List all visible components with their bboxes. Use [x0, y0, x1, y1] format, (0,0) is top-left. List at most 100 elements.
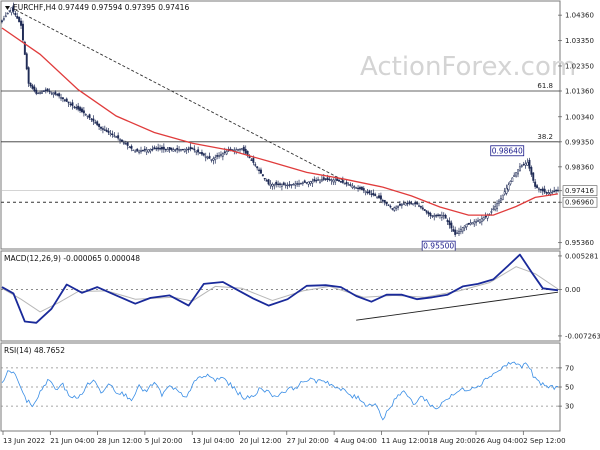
candle-body	[267, 179, 270, 185]
candle-body	[404, 202, 407, 206]
candle-body	[189, 146, 192, 150]
candle-body	[170, 147, 173, 150]
candle-body	[130, 145, 133, 149]
candle-body	[503, 191, 506, 195]
candle-body	[427, 211, 430, 215]
candle-body	[29, 82, 32, 87]
candle-body	[477, 220, 479, 222]
candle-body	[383, 199, 386, 203]
candle-body	[185, 148, 188, 151]
price-tick-label: 0.95360	[565, 239, 594, 247]
candle-body	[143, 148, 146, 151]
candle-body	[336, 178, 339, 181]
time-tick-label: 27 Jul 20:00	[287, 437, 329, 445]
candle-body	[122, 142, 125, 144]
candle-body	[522, 163, 525, 166]
candle-body	[239, 148, 241, 151]
candle-body	[75, 107, 78, 109]
candle-body	[379, 195, 382, 200]
rsi-tick-label: 50	[565, 384, 574, 392]
candle-body	[141, 149, 144, 152]
rsi-line	[1, 361, 559, 421]
candle-body	[23, 41, 26, 55]
candle-body	[355, 187, 358, 189]
candle-body	[378, 195, 380, 198]
candle-body	[73, 106, 76, 108]
time-tick-label: 26 Aug 04:00	[476, 437, 523, 445]
candle-body	[437, 214, 440, 216]
macd-tick-label: 0.005281	[565, 252, 598, 260]
candle-body	[136, 148, 139, 152]
candle-body	[151, 148, 154, 151]
candle-body	[166, 149, 169, 152]
candle-body	[301, 182, 304, 184]
candle-body	[338, 179, 340, 182]
candle-body	[225, 151, 228, 155]
candle-body	[507, 184, 510, 190]
candle-body	[438, 214, 441, 216]
moving-average-line	[1, 27, 559, 216]
price-tag-box	[562, 185, 598, 197]
candle-body	[200, 152, 203, 155]
candle-body	[492, 208, 495, 211]
candle-body	[21, 23, 24, 41]
candle-body	[174, 149, 177, 151]
candle-body	[284, 184, 287, 186]
rsi-line-path	[1, 361, 559, 421]
candle-body	[250, 159, 253, 161]
candle-body	[328, 178, 331, 181]
candle-body	[509, 181, 512, 185]
candle-body	[132, 149, 135, 152]
rsi-tick-label: 30	[565, 403, 574, 411]
candle-body	[50, 92, 53, 94]
candle-body	[172, 149, 175, 152]
candle-body	[532, 172, 535, 181]
candle-body	[168, 147, 171, 150]
candle-body	[191, 147, 194, 150]
candle-body	[324, 178, 327, 180]
candle-body	[381, 200, 384, 202]
price-annotation-label: 0.95500	[423, 242, 454, 251]
candle-body	[92, 118, 95, 122]
price-tick-label: 1.00340	[565, 113, 594, 121]
candle-body	[206, 157, 209, 159]
rsi-axis: 70 50 30	[558, 364, 574, 411]
time-axis: 13 Jun 2022 21 Jun 04:00 28 Jun 12:00 5 Jul…	[2, 431, 566, 445]
candle-body	[402, 203, 405, 205]
candle-body	[218, 155, 221, 157]
candle-body	[530, 167, 533, 175]
price-tick-label: 0.96960	[565, 199, 594, 207]
candle-body	[16, 15, 19, 19]
candle-body	[490, 211, 493, 213]
candle-body	[412, 203, 415, 206]
candle-body	[387, 204, 390, 206]
candle-body	[271, 183, 274, 187]
candle-body	[345, 182, 348, 185]
candle-body	[164, 148, 167, 151]
candle-body	[397, 205, 400, 208]
candle-body	[433, 215, 436, 217]
candle-body	[450, 222, 453, 229]
candle-body	[120, 139, 123, 142]
candle-body	[398, 203, 401, 206]
candle-body	[187, 148, 190, 151]
candle-body	[159, 147, 162, 150]
macd-main-line	[1, 253, 559, 324]
candle-body	[113, 135, 116, 137]
candle-body	[147, 149, 150, 153]
candle-body	[368, 190, 371, 194]
candle-body	[282, 182, 285, 186]
candle-body	[82, 110, 85, 114]
price-tick-label: 1.02350	[565, 62, 594, 70]
dropdown-triangle-icon	[5, 6, 10, 10]
candle-body	[473, 221, 476, 225]
candle-body	[349, 184, 352, 186]
candle-body	[555, 189, 558, 192]
candle-body	[256, 166, 259, 169]
candle-body	[42, 90, 45, 92]
candle-body	[524, 163, 527, 166]
symbol-title: EURCHF,H4	[13, 3, 56, 12]
candle-body	[298, 183, 301, 185]
candle-body	[4, 15, 7, 18]
candle-body	[237, 149, 240, 151]
